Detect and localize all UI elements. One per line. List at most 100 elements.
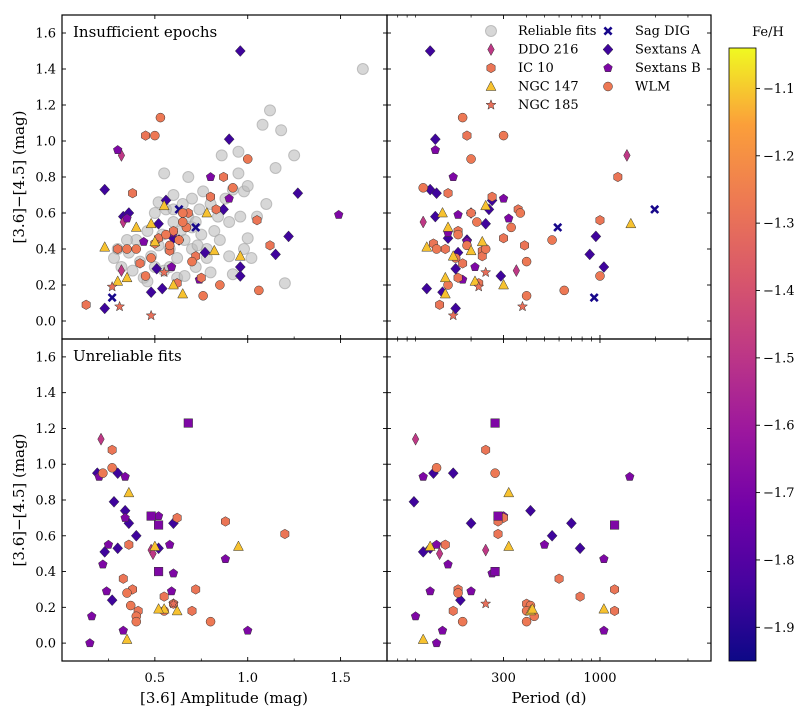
colorbar-tick-label: −1.8	[763, 553, 795, 568]
wlm-point	[150, 130, 160, 141]
sextans-b-point	[168, 568, 179, 578]
wlm-point	[521, 291, 532, 301]
ic-10-point	[487, 191, 497, 202]
ngc-147-point	[476, 235, 488, 247]
sextans-b-point	[118, 625, 128, 635]
ic-10-point	[196, 272, 206, 283]
sextans-a-point	[234, 270, 246, 282]
wlm-point	[107, 463, 117, 473]
y-axis-label-bottom: [3.6]−[4.5] (mag)	[10, 434, 28, 567]
ic-10-point	[448, 605, 458, 616]
wlm-point	[506, 222, 516, 233]
sextans-b-point	[122, 213, 132, 223]
reliable-fit-point	[275, 124, 288, 137]
ic-10-point	[159, 591, 169, 602]
sextans-b-point	[224, 193, 234, 203]
legend-marker-wlm	[603, 81, 613, 92]
reliable-fit-point	[121, 234, 133, 246]
ic-10-point	[481, 444, 491, 455]
sextans-b-point	[410, 611, 421, 621]
ngc-147-point	[598, 603, 610, 614]
sextans-b-point	[98, 559, 108, 569]
ic-10-point	[124, 539, 134, 550]
sextans-a-point	[566, 517, 577, 530]
legend-label-ngc-185: NGC 185	[518, 98, 579, 113]
panel-label-insufficient: Insufficient epochs	[73, 23, 217, 41]
legend-label-wlm: WLM	[635, 80, 670, 95]
wlm-point	[146, 253, 156, 263]
reliable-fit-point	[213, 234, 226, 246]
wlm-point	[242, 154, 253, 164]
sextans-b-point	[448, 172, 458, 181]
x-tick-label: 1.0	[237, 671, 258, 686]
y-tick-label: 1.4	[35, 386, 56, 401]
sextans-b-point	[437, 625, 448, 635]
sextans-a-point	[421, 282, 433, 295]
ic-10-point	[453, 272, 463, 283]
sextans-b-point	[120, 512, 130, 522]
reliable-fit-point	[178, 270, 191, 282]
legend-label-reliable-fits: Reliable fits	[518, 24, 596, 39]
panel-insufficient-amplitude	[81, 45, 369, 321]
panel-unreliable-amplitude	[85, 418, 290, 648]
reliable-fit-point	[167, 189, 180, 201]
ic-10-point	[211, 204, 221, 215]
ic-10-point	[141, 130, 150, 141]
sextans-a-point	[574, 542, 586, 555]
wlm-point	[187, 256, 197, 267]
reliable-fit-point	[148, 207, 161, 219]
sextans-a-point	[495, 270, 507, 282]
wlm-point	[155, 112, 166, 123]
legend-label-sextans-a: Sextans A	[635, 43, 701, 58]
x-axis-label-amplitude: [3.6] Amplitude (mag)	[140, 689, 308, 707]
colorbar-tick-label: −1.4	[763, 284, 795, 299]
sextans-b-point	[504, 213, 514, 223]
sextans-b-point	[243, 625, 253, 635]
reliable-fit-point	[264, 104, 276, 117]
sextans-a-point	[590, 230, 602, 243]
y-tick-label: 0.8	[35, 494, 56, 509]
ic-10-point	[435, 299, 445, 310]
ic-10-point	[169, 225, 178, 237]
ddo-216-point	[97, 432, 105, 446]
ic-10-point	[613, 171, 623, 183]
ngc-185-point	[167, 597, 180, 609]
legend-label-ddo-216: DDO 216	[518, 43, 578, 58]
legend-marker-ngc-185	[485, 99, 497, 110]
ic-10-point	[187, 605, 197, 616]
ngc-147-point	[233, 540, 244, 551]
sextans-a-point	[99, 302, 111, 315]
wlm-point	[177, 217, 188, 227]
sextans-a-point	[234, 45, 246, 57]
sextans-b-point	[101, 586, 112, 596]
sextans-b-point	[625, 471, 635, 481]
ngc-147-point	[439, 287, 451, 299]
sextans-a-point	[408, 495, 420, 508]
colorbar-tick-label: −1.3	[763, 217, 795, 232]
ngc-147-point	[447, 250, 459, 261]
x-axis-label-period: Period (d)	[512, 689, 587, 707]
ngc-185-point	[158, 266, 170, 278]
wlm-point	[490, 468, 500, 478]
wlm-point	[418, 183, 428, 193]
y-tick-label: 1.6	[35, 350, 56, 365]
y-tick-label: 0.2	[35, 279, 56, 294]
ngc-147-point	[417, 633, 429, 644]
wlm-point	[457, 616, 468, 627]
reliable-fit-point	[232, 145, 245, 158]
legend-marker-reliable-fits	[485, 25, 497, 37]
wlm-point	[125, 600, 136, 611]
ic-10-point	[440, 243, 450, 255]
sextans-b-point	[430, 145, 441, 154]
ic-10-point	[135, 258, 145, 269]
ic-10-point	[575, 591, 585, 602]
sextans-b-point	[166, 262, 177, 271]
colorbar-tick-label: −1.2	[763, 149, 795, 164]
reliable-fit-point	[193, 203, 206, 216]
reliable-fit-point	[241, 232, 254, 245]
sextans-a-point	[112, 542, 124, 555]
wlm-point	[498, 130, 509, 141]
sextans-b-point	[154, 567, 164, 577]
y-tick-label: 0.8	[35, 171, 56, 186]
sextans-a-point	[130, 529, 142, 542]
